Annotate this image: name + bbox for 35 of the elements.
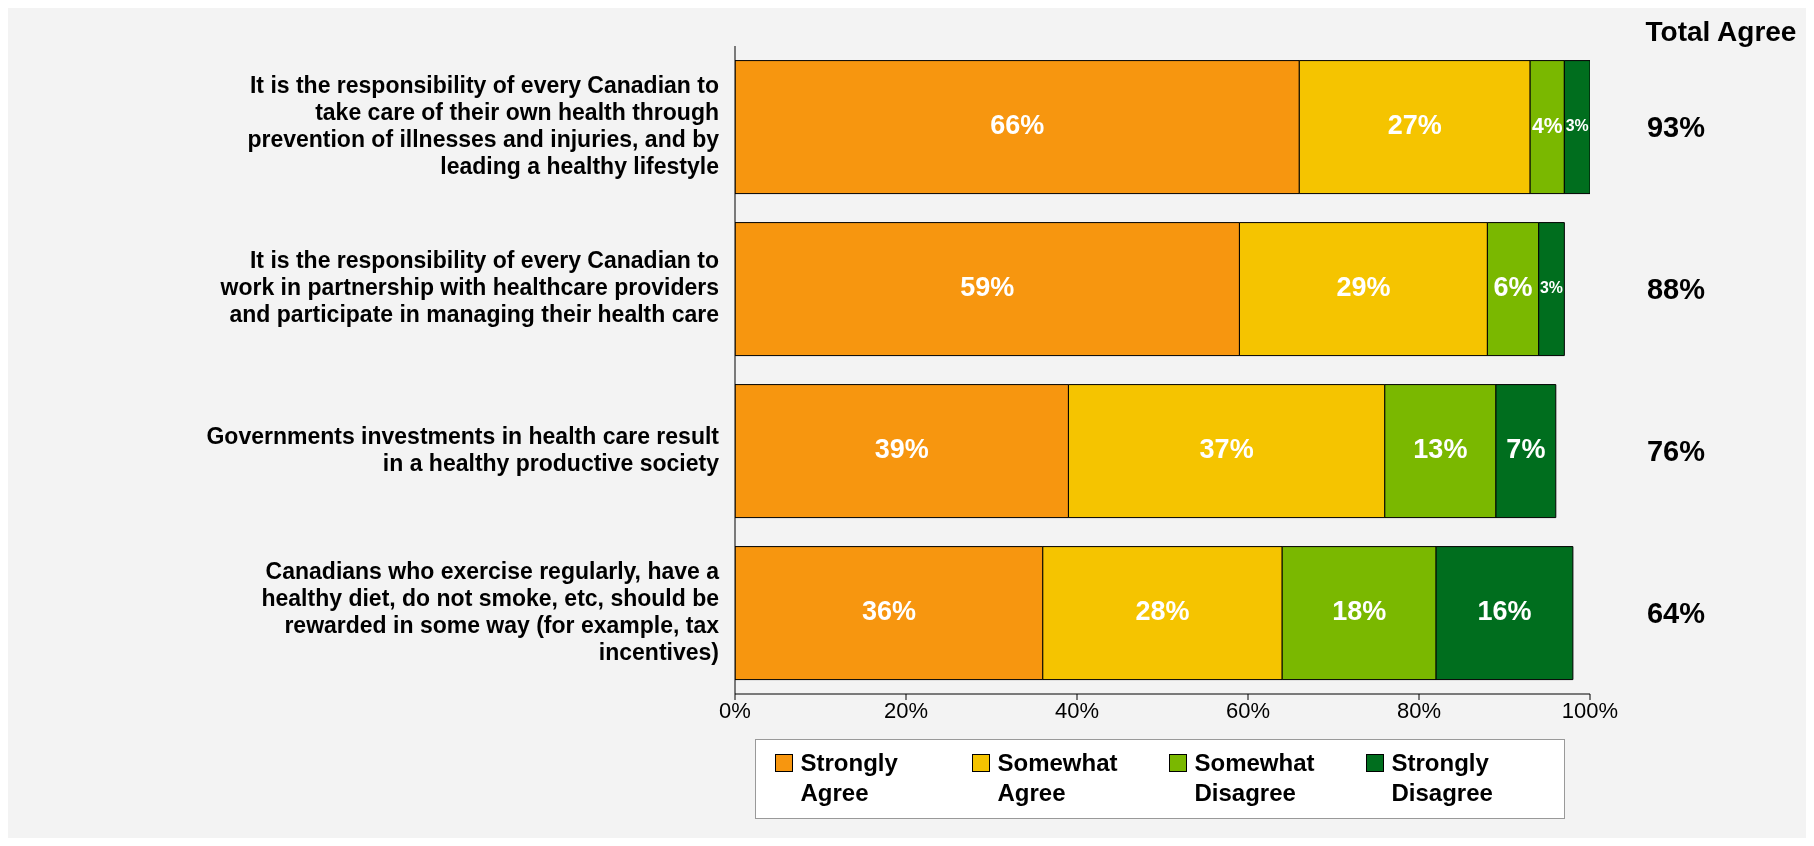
data-label: 13%	[1413, 434, 1468, 465]
data-label: 4%	[1531, 113, 1563, 137]
data-label: 59%	[960, 272, 1015, 303]
legend-label: Somewhat Agree	[997, 748, 1119, 808]
text: 93%	[1645, 110, 1706, 145]
x-tick-label: 100%	[1561, 697, 1619, 723]
data-label: 37%	[1199, 434, 1254, 465]
text: 76%	[1645, 434, 1706, 469]
data-label: 29%	[1336, 272, 1391, 303]
x-tick-label: 0%	[719, 697, 751, 723]
legend-label: Strongly Disagree	[1391, 748, 1494, 808]
y-tick-label: Governments investments in health care result in a healthy productive society	[206, 422, 720, 476]
y-tick-label: It is the responsibility of every Canadian to work in partnership with healthcare providers and participate in managing their health care	[219, 247, 719, 328]
data-label: 27%	[1387, 110, 1442, 141]
x-tick-label: 20%	[883, 697, 929, 723]
data-label: 36%	[861, 596, 916, 627]
text: 88%	[1645, 272, 1706, 307]
x-tick-label: 60%	[1225, 697, 1271, 723]
x-tick-label: 80%	[1396, 697, 1442, 723]
data-label: 18%	[1332, 596, 1387, 627]
data-label: 66%	[990, 110, 1045, 141]
data-label: 3%	[1540, 279, 1564, 297]
y-tick-label: Canadians who exercise regularly, have a healthy diet, do not smoke, etc, should be rewarded in some way (for example, tax incentives)	[261, 557, 720, 665]
legend-label: Somewhat Disagree	[1194, 748, 1316, 808]
text: Total Agree	[1644, 16, 1798, 48]
legend-label: Strongly Agree	[800, 748, 899, 808]
data-label: 16%	[1477, 596, 1532, 627]
data-label: 28%	[1135, 596, 1190, 627]
data-label: 6%	[1493, 272, 1533, 303]
data-label: 3%	[1565, 117, 1589, 135]
data-label: 39%	[874, 434, 929, 465]
y-tick-label: It is the responsibility of every Canadian to take care of their own health through prevention of illnesses and injuries, and by leading a healthy lifestyle	[247, 71, 720, 179]
x-tick-label: 40%	[1054, 697, 1100, 723]
data-label: 7%	[1506, 434, 1546, 465]
text: 64%	[1645, 596, 1706, 631]
